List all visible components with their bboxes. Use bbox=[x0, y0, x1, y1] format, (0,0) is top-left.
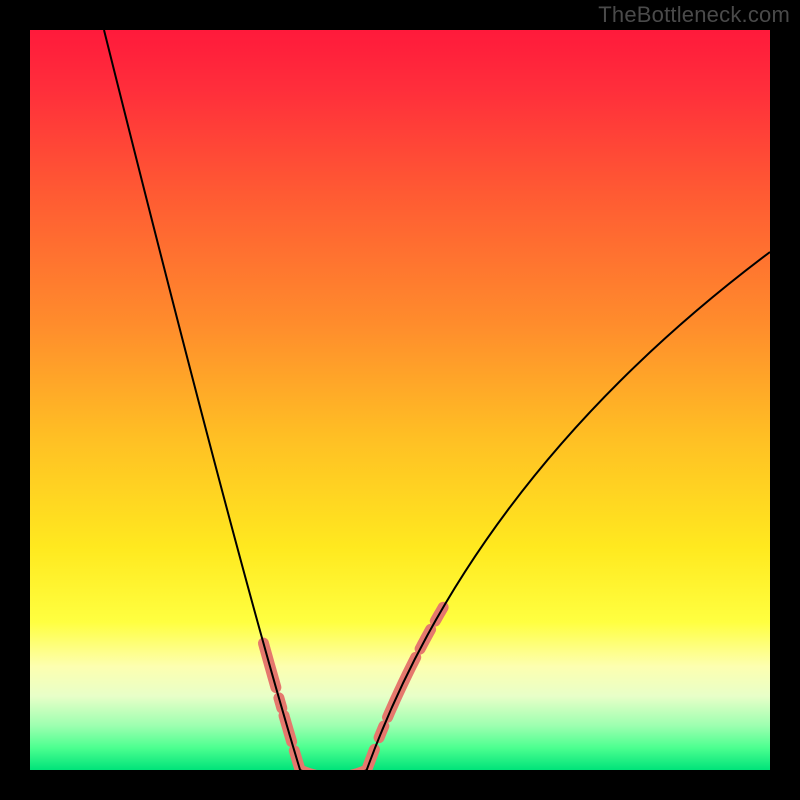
bottleneck-chart bbox=[0, 0, 800, 800]
plot-background-gradient bbox=[30, 30, 770, 770]
watermark: TheBottleneck.com bbox=[598, 2, 790, 28]
chart-container: TheBottleneck.com bbox=[0, 0, 800, 800]
